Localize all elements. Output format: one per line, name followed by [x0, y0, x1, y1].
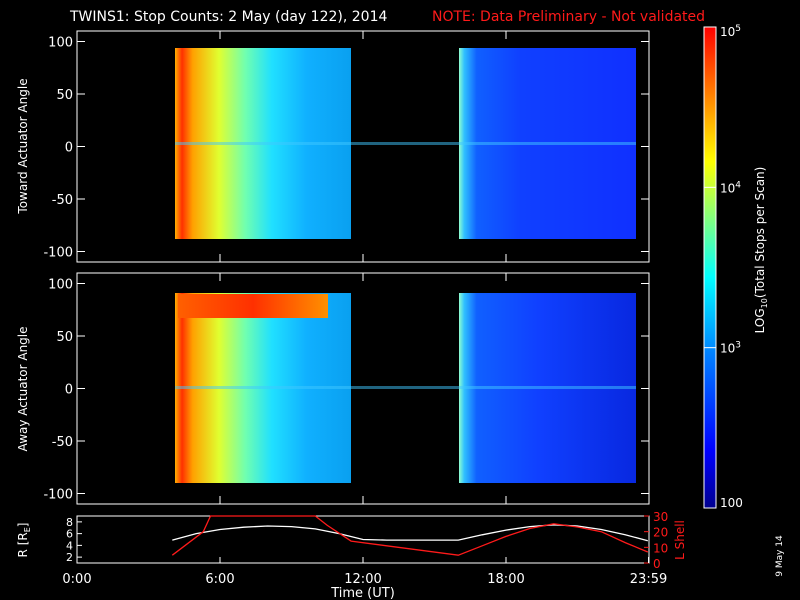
generation-date: 9 May 14: [775, 535, 785, 577]
colorbar-tick-label: 105: [720, 24, 741, 39]
r-tick-label: 8: [66, 516, 73, 529]
lshell-tick-label: 30: [653, 510, 668, 524]
y-ticks-away: 100 50 0 -50 -100: [43, 278, 649, 503]
time-axis-ticks: 0:00 6:00 12:00 18:00 23:59: [62, 557, 667, 587]
zero-line-artifact-away: [175, 386, 636, 389]
y-tick-label: 50: [56, 330, 73, 345]
x-ticks-toward: [76, 31, 650, 262]
l-shell-line: [171, 515, 649, 556]
colorbar-tick-label: 104: [720, 180, 741, 195]
heatmap-band-away-1: [178, 294, 328, 318]
r-tick-label: 2: [66, 551, 73, 564]
colorbar-ticks: 105 104 103 100: [704, 24, 743, 510]
colorbar-gradient: [703, 26, 717, 509]
y-tick-label: -100: [43, 488, 73, 503]
r-axis-label: R [RE]: [16, 523, 32, 558]
chart-title: TWINS1: Stop Counts: 2 May (day 122), 20…: [69, 9, 387, 25]
lshell-tick-label: 20: [653, 526, 668, 540]
time-tick-label: 23:59: [630, 572, 667, 587]
y-tick-label: 0: [65, 141, 73, 156]
y-tick-label: 100: [48, 36, 73, 51]
y-tick-label: -50: [52, 193, 73, 208]
y-tick-label: 50: [56, 88, 73, 103]
time-tick-label: 6:00: [205, 572, 234, 587]
colorbar-label: LOG10(Total Stops per Scan): [753, 167, 769, 334]
zero-line-artifact: [175, 142, 636, 145]
y-tick-label: 0: [65, 383, 73, 398]
time-tick-label: 18:00: [487, 572, 524, 587]
lshell-tick-label: 10: [653, 541, 668, 555]
colorbar-tick-label: 103: [720, 341, 741, 356]
y-axis-label-away: Away Actuator Angle: [16, 326, 30, 451]
x-axis-label: Time (UT): [330, 586, 395, 600]
preliminary-note: NOTE: Data Preliminary - Not validated: [432, 9, 705, 25]
orbit-lines: [171, 515, 649, 556]
time-tick-label: 12:00: [344, 572, 381, 587]
lshell-axis-label: L Shell: [673, 520, 687, 560]
y-tick-label: -50: [52, 435, 73, 450]
colorbar-tick-label: 100: [720, 496, 743, 510]
y-tick-label: -100: [43, 246, 73, 261]
y-tick-label: 100: [48, 278, 73, 293]
panel-away: 100 50 0 -50 -100 Away Actuator Angle: [16, 272, 650, 505]
y-axis-label-toward: Toward Actuator Angle: [16, 78, 30, 214]
r-tick-label: 6: [66, 528, 73, 541]
lshell-tick-label: 0: [653, 557, 661, 571]
y-ticks-toward: 100 50 0 -50 -100: [43, 36, 649, 261]
time-tick-label: 0:00: [62, 572, 91, 587]
r-tick-label: 4: [66, 539, 73, 552]
colorbar: 105 104 103 100 LOG10(Total Stops per Scan): [703, 24, 769, 510]
panel-toward: 100 50 0 -50 -100 Toward Actuator Angle: [16, 30, 650, 263]
x-ticks-away: [76, 273, 650, 504]
